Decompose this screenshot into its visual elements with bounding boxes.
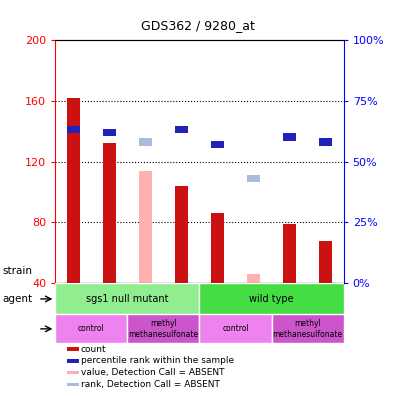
Bar <box>319 241 332 284</box>
Text: methyl
methanesulfonate: methyl methanesulfonate <box>273 319 343 339</box>
Bar <box>319 138 332 146</box>
Text: agent: agent <box>2 294 32 304</box>
Text: control: control <box>222 324 249 333</box>
Bar <box>283 133 296 141</box>
Bar <box>67 97 80 284</box>
Text: GDS362 / 9280_at: GDS362 / 9280_at <box>141 19 254 32</box>
Text: methyl
methanesulfonate: methyl methanesulfonate <box>128 319 199 339</box>
Bar <box>247 274 260 284</box>
Bar <box>139 171 152 284</box>
Bar <box>103 143 116 284</box>
Bar <box>139 138 152 146</box>
Bar <box>55 284 199 314</box>
Bar <box>67 126 80 133</box>
Bar <box>211 213 224 284</box>
Bar <box>199 314 272 343</box>
Bar <box>175 126 188 133</box>
Bar <box>175 186 188 284</box>
Text: count: count <box>81 345 107 354</box>
Text: wild type: wild type <box>249 294 294 304</box>
Bar <box>67 383 79 386</box>
Bar <box>199 284 344 314</box>
Bar <box>272 314 344 343</box>
Bar <box>127 314 199 343</box>
Bar <box>247 175 260 182</box>
Bar <box>211 141 224 148</box>
Bar <box>55 314 127 343</box>
Bar <box>103 129 116 136</box>
Bar <box>67 347 79 351</box>
Text: sgs1 null mutant: sgs1 null mutant <box>86 294 169 304</box>
Text: control: control <box>78 324 105 333</box>
Text: rank, Detection Call = ABSENT: rank, Detection Call = ABSENT <box>81 380 220 389</box>
Bar <box>283 224 296 284</box>
Text: value, Detection Call = ABSENT: value, Detection Call = ABSENT <box>81 368 224 377</box>
Text: percentile rank within the sample: percentile rank within the sample <box>81 356 234 366</box>
Bar <box>67 371 79 374</box>
Text: strain: strain <box>2 266 32 276</box>
Bar <box>67 359 79 362</box>
